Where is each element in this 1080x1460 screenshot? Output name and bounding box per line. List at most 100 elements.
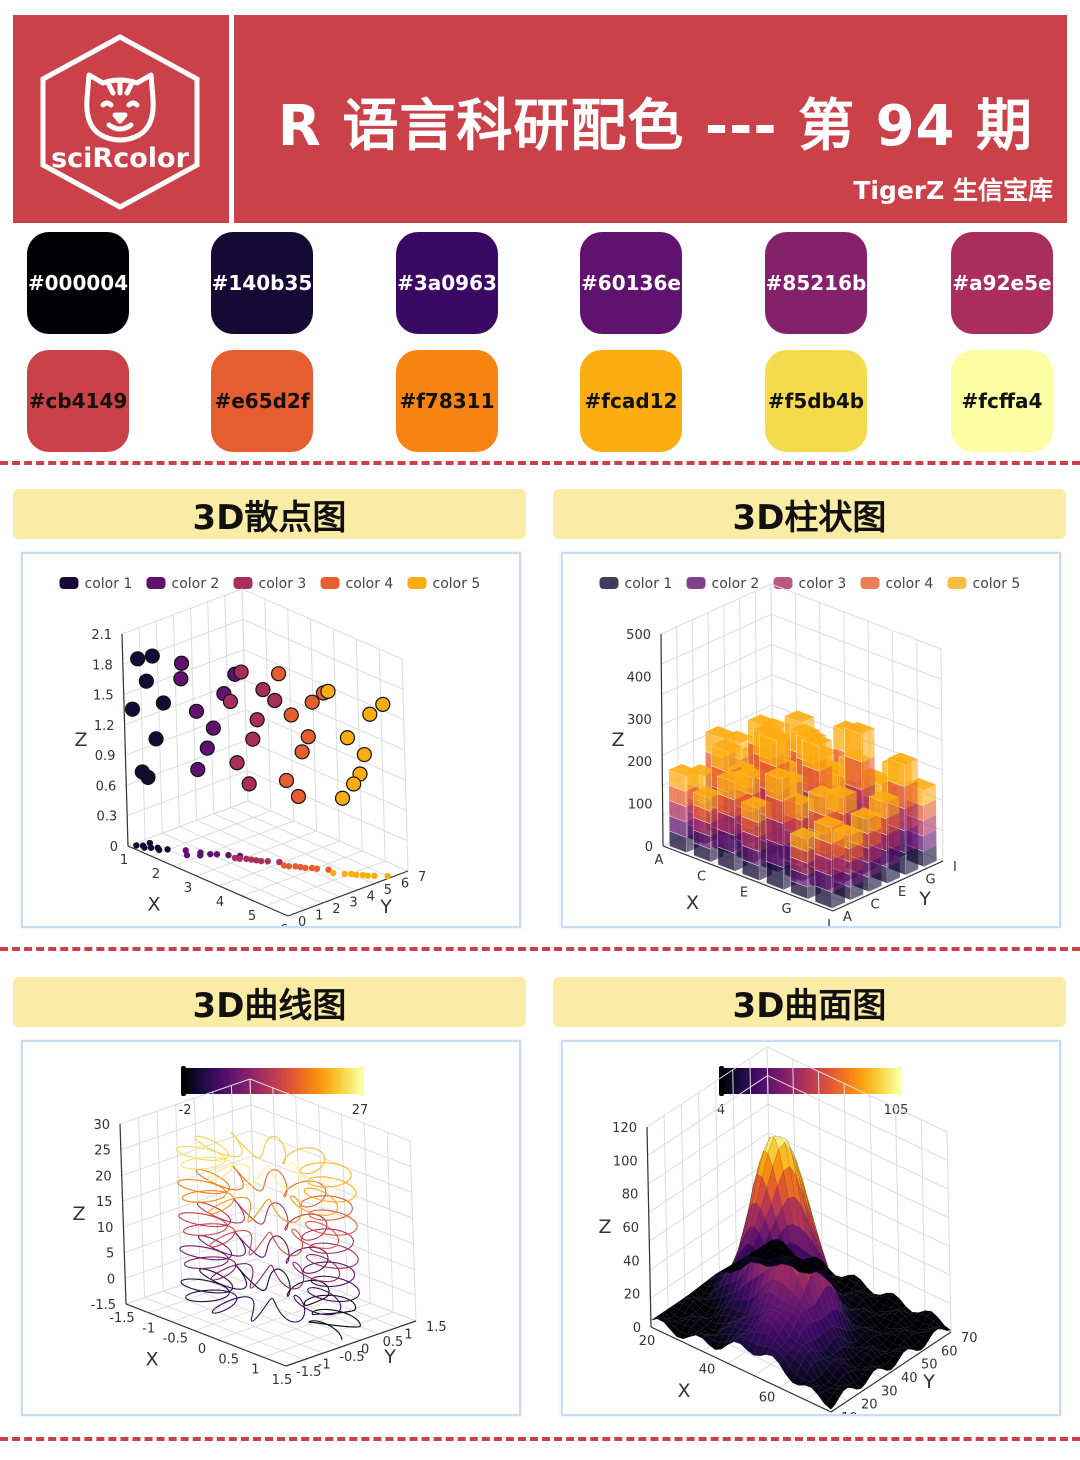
curve-segment xyxy=(211,1172,217,1176)
curve-segment xyxy=(229,1249,233,1254)
curve-segment xyxy=(241,1209,244,1214)
curve-segment xyxy=(338,1332,342,1337)
curve-segment xyxy=(270,1233,273,1236)
curve-segment xyxy=(295,1165,299,1170)
curve-segment xyxy=(229,1161,233,1165)
z-tick-label: 100 xyxy=(628,798,653,813)
curve-segment xyxy=(217,1185,223,1189)
curve-segment xyxy=(306,1172,311,1175)
curve-segment xyxy=(184,1264,187,1267)
curve-segment xyxy=(211,1299,218,1302)
color-swatch[interactable]: #60136e xyxy=(580,232,682,334)
curve-segment xyxy=(253,1154,257,1158)
scatter-point xyxy=(188,703,205,719)
grid-line xyxy=(817,1071,823,1272)
color-swatch[interactable]: #f5db4b xyxy=(765,350,867,452)
curve-segment xyxy=(315,1309,320,1312)
color-swatch[interactable]: #f78311 xyxy=(396,350,498,452)
floor-projection-point xyxy=(297,863,304,871)
curve-segment xyxy=(273,1270,277,1274)
z-tick-label: 60 xyxy=(622,1221,639,1236)
curve-segment xyxy=(290,1166,294,1170)
curve-segment xyxy=(247,1187,250,1190)
scatter-point xyxy=(144,648,160,664)
curve-segment xyxy=(204,1267,211,1269)
curve-segment xyxy=(297,1232,301,1236)
x-tick-label: 1 xyxy=(120,853,128,868)
curve-segment xyxy=(311,1281,315,1285)
dashed-divider xyxy=(0,947,1080,951)
curve-segment xyxy=(246,1164,249,1168)
curve-segment xyxy=(198,1146,206,1150)
curve-segment xyxy=(320,1215,324,1219)
color-swatch[interactable]: #a92e5e xyxy=(951,232,1053,334)
curve-segment xyxy=(302,1266,306,1270)
curve-segment xyxy=(211,1206,216,1210)
floor-projection-point xyxy=(285,863,293,870)
curve-segment xyxy=(317,1149,322,1153)
curve-segment xyxy=(250,1241,253,1245)
z-tick-label: 40 xyxy=(623,1254,640,1269)
grid-line xyxy=(768,1132,949,1219)
color-swatch[interactable]: #fcffa4 xyxy=(951,350,1053,452)
curve-segment xyxy=(296,1263,300,1266)
bar-top xyxy=(790,827,821,840)
curve-segment xyxy=(222,1243,228,1248)
curve-segment xyxy=(349,1314,356,1319)
curve-segment xyxy=(291,1162,295,1165)
grid-line xyxy=(124,1207,255,1254)
curve-segment xyxy=(229,1255,232,1258)
curve-segment xyxy=(232,1227,235,1231)
color-swatch[interactable]: #3a0963 xyxy=(396,232,498,334)
curve-segment xyxy=(230,1264,236,1268)
scatter-point xyxy=(304,694,320,710)
curve-segment xyxy=(233,1260,236,1264)
curve-segment xyxy=(247,1296,251,1299)
curve-segment xyxy=(320,1164,324,1168)
curve-segment xyxy=(215,1141,221,1146)
curve-segment xyxy=(350,1277,354,1282)
curve-segment xyxy=(197,1157,205,1159)
curve-segment xyxy=(231,1132,235,1136)
z-tick-label: 100 xyxy=(613,1154,638,1169)
curve-segment xyxy=(266,1246,269,1250)
curve-segment xyxy=(204,1291,211,1294)
curve-segment xyxy=(262,1149,265,1154)
curve-segment xyxy=(299,1215,302,1219)
grid-line xyxy=(125,709,246,756)
color-swatch[interactable]: #e65d2f xyxy=(211,350,313,452)
legend-swatch xyxy=(773,577,793,589)
curve-segment xyxy=(347,1310,352,1313)
color-swatch[interactable]: #000004 xyxy=(27,232,129,334)
curve-segment xyxy=(181,1161,184,1165)
curve-segment xyxy=(196,1278,204,1281)
curve-segment xyxy=(188,1266,194,1269)
curve-segment xyxy=(308,1239,313,1241)
curve-segment xyxy=(311,1313,314,1315)
color-swatch[interactable]: #85216b xyxy=(765,232,867,334)
curve-segment xyxy=(183,1160,188,1163)
grid-line xyxy=(250,1104,412,1168)
curve-segment xyxy=(336,1276,340,1280)
curve-segment xyxy=(305,1224,308,1228)
curve-segment xyxy=(289,1164,292,1168)
curve-segment xyxy=(204,1242,210,1247)
color-swatch[interactable]: #140b35 xyxy=(211,232,313,334)
curve-segment xyxy=(231,1297,237,1301)
header-divider xyxy=(229,15,234,223)
curve-segment xyxy=(237,1140,240,1144)
curve-segment xyxy=(313,1278,320,1282)
curve-segment xyxy=(242,1242,245,1247)
curve-segment xyxy=(224,1261,228,1265)
z-tick-label: 0 xyxy=(645,840,653,855)
bar-top xyxy=(747,714,778,727)
curve-segment xyxy=(243,1163,247,1166)
y-tick-label: 30 xyxy=(881,1384,898,1399)
bar-segment-side xyxy=(886,796,900,819)
color-swatch[interactable]: #fcad12 xyxy=(580,350,682,452)
curve-segment xyxy=(322,1265,330,1269)
curve-segment xyxy=(298,1265,302,1269)
curve-segment xyxy=(284,1285,289,1289)
curve-segment xyxy=(319,1294,326,1297)
color-swatch[interactable]: #cb4149 xyxy=(27,350,129,452)
